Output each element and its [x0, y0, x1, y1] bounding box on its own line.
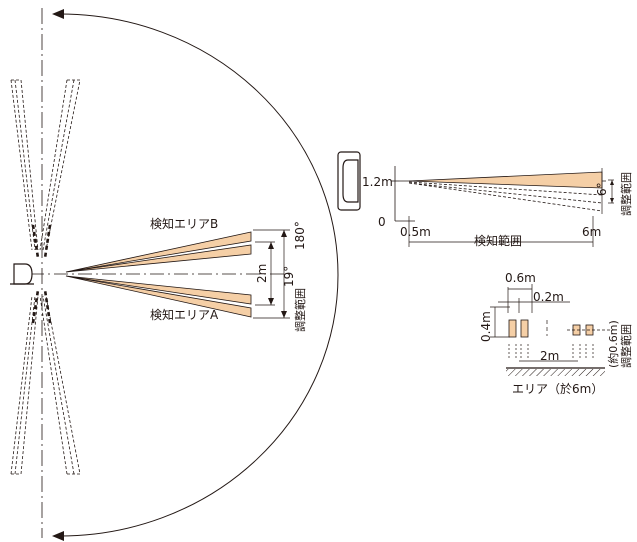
zone-a-label: 検知エリアA [150, 308, 219, 322]
angle-180-label: 180° [293, 221, 307, 250]
section-adjust-amount-label: (約0.6m) [606, 320, 620, 368]
section-beam-left-2 [520, 319, 529, 338]
vertical-lobes-lower [10, 289, 81, 475]
side-beam [408, 171, 603, 189]
zero-label: 0 [378, 215, 386, 229]
range-label: 検知範囲 [474, 233, 522, 248]
zone-b-beam-inner [65, 244, 252, 273]
section-left-dashed [508, 344, 529, 360]
width-label: 2m [255, 264, 269, 283]
offset-label: 0.2m [533, 290, 564, 304]
top-view: 検知エリアB 検知エリアA 2m 19° 180° 調整範囲 [10, 8, 339, 541]
arc-arrow-top [52, 9, 64, 19]
side-view: 1.2m 0 6° 調整範囲 0.5m 6m 検知範囲 [337, 151, 633, 248]
near-label: 0.5m [400, 225, 431, 239]
sensor-side-lens [342, 159, 359, 203]
section-ground-hatch [506, 369, 605, 376]
section-beam-left-1 [508, 319, 517, 338]
span-label: 2m [540, 349, 559, 363]
zone-a-beam-inner [65, 275, 252, 305]
width-dim-arrows [268, 242, 274, 305]
zone-a-beams [65, 275, 252, 318]
area-caption: エリア（於6m） [512, 381, 603, 396]
side-tilted-beams [408, 181, 603, 212]
height-label: 1.2m [362, 175, 393, 189]
zone-b-label: 検知エリアB [150, 217, 218, 231]
zone-a-beam-outer [65, 275, 252, 318]
far-label: 6m [582, 225, 601, 239]
arc-arrow-bottom [52, 531, 64, 541]
section-view: 0.6m 0.2m 0.4m 2m (約0.6m) 調整範囲 エリア（於6m） [479, 271, 633, 396]
vertical-lobes-upper [10, 79, 81, 259]
side-adjust-range-label: 調整範囲 [619, 172, 633, 216]
zone-b-beam-outer [65, 231, 252, 273]
sensor-top-view [13, 263, 33, 285]
top-adjust-range-label: 調整範囲 [293, 288, 307, 332]
section-adjust-range-label: 調整範囲 [619, 324, 633, 368]
tilt-label: 6° [595, 182, 609, 196]
angle-19-label: 19° [282, 266, 296, 287]
section-right-dashed [572, 344, 594, 360]
coverage-arc-180 [59, 13, 339, 537]
tilt-dim-arrows [610, 180, 614, 203]
zone-b-beams [65, 231, 252, 273]
spacing-label: 0.6m [505, 271, 536, 285]
section-height-label: 0.4m [479, 311, 493, 342]
